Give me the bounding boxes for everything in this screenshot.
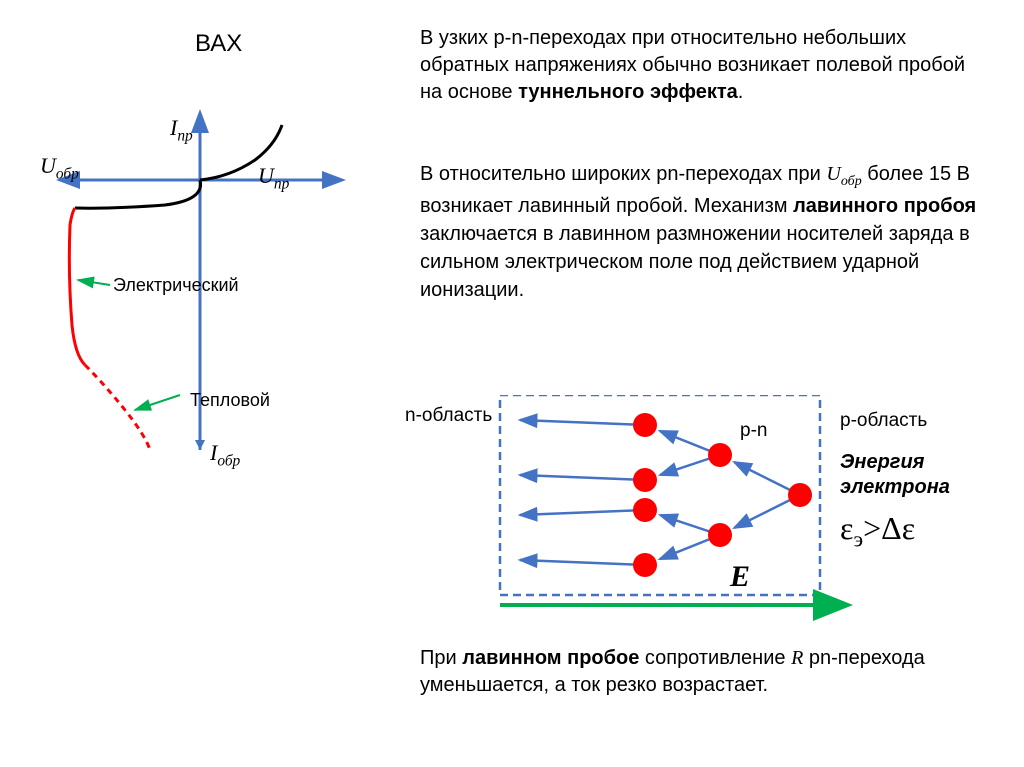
paragraph-3: При лавинном пробое сопротивление R pn-п… xyxy=(420,645,940,699)
electron-node xyxy=(633,413,657,437)
avalanche-tail xyxy=(520,560,645,565)
thermal-pointer xyxy=(135,395,180,410)
electron-node xyxy=(633,468,657,492)
label-epsilon: εэ>Δε xyxy=(840,510,915,552)
paragraph-1: В узких p-n-переходах при относительно н… xyxy=(420,25,980,106)
label-U-pr: Uпр xyxy=(258,163,289,193)
label-energy: Энергия электрона xyxy=(840,450,950,500)
electron-node xyxy=(708,523,732,547)
reverse-saturation-curve xyxy=(75,180,201,208)
label-thermal: Тепловой xyxy=(190,390,270,411)
electrical-breakdown-curve xyxy=(69,208,85,365)
label-E-field: E xyxy=(730,560,750,594)
label-I-pr: Iпр xyxy=(170,115,193,145)
label-pn: p-n xyxy=(740,420,767,442)
electron-node xyxy=(633,553,657,577)
electron-node xyxy=(708,443,732,467)
label-electrical: Электрический xyxy=(113,275,239,296)
label-I-obr: Iобр xyxy=(210,440,240,470)
avalanche-tail xyxy=(520,420,645,425)
electrical-pointer xyxy=(78,280,110,285)
label-p-region: p-область xyxy=(840,410,927,432)
electron-node xyxy=(788,483,812,507)
avalanche-tail xyxy=(520,510,645,515)
avalanche-box xyxy=(500,395,820,595)
label-n-region: n-область xyxy=(405,405,492,427)
avalanche-tail xyxy=(520,475,645,480)
vax-title: ВАХ xyxy=(195,30,242,58)
electron-node xyxy=(633,498,657,522)
y-axis-down-arrow xyxy=(195,440,205,450)
paragraph-2: В относительно широких pn-переходах при … xyxy=(420,160,990,304)
label-U-obr: Uобр xyxy=(40,153,79,183)
